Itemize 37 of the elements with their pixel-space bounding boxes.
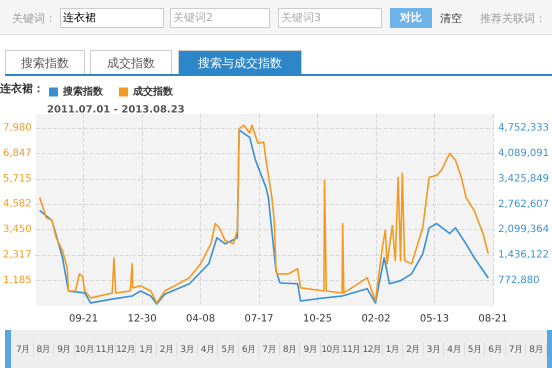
x-tick-label: 09-21 (69, 314, 98, 324)
y-tick-label: 7,980 (2, 122, 32, 134)
legend-label: 成交指数 (132, 86, 174, 98)
y-tick-label: 1,185 (2, 275, 32, 286)
tab: 搜索指数 (5, 50, 85, 74)
text-field: 连衣裙 (60, 8, 164, 28)
text: 清空 (440, 11, 462, 26)
tab: 搜索与成交指数 (178, 50, 302, 74)
y2-tick-label: 3,425,849 (498, 173, 550, 184)
legend-title: 连衣裙： (0, 82, 44, 95)
x-tick-label: 04-08 (186, 314, 216, 324)
y2-tick-label: 2,099,364 (498, 224, 550, 236)
x-tick-label: 05-13 (420, 314, 449, 324)
text-field: 关键词2 (170, 8, 270, 28)
y2-tick-label: 772,880 (498, 275, 540, 286)
tab: 成交指数 (90, 50, 172, 74)
x-tick-label: 12-30 (128, 314, 157, 324)
x-tick-label: 07-17 (244, 314, 274, 324)
x-tick-label: 10-25 (302, 314, 332, 324)
x-tick-label: 08-21 (478, 314, 508, 324)
y-tick-label: 3,450 (2, 224, 32, 236)
y2-tick-label: 4,752,333 (498, 122, 550, 134)
chart-subtitle: 2011.07.01 - 2013.08.23 (47, 104, 185, 116)
y-tick-label: 5,715 (2, 173, 32, 184)
y2-tick-label: 4,089,091 (498, 148, 550, 159)
y2-tick-label: 2,762,607 (498, 198, 550, 210)
y-tick-label: 2,317 (2, 250, 32, 261)
compare-button: 对比 (390, 8, 432, 28)
y2-tick-label: 1,436,122 (498, 250, 550, 261)
y-tick-label: 4,582 (2, 198, 32, 210)
text: 推荐关联词： (480, 11, 546, 26)
time-slider: 7月 8月 9月 10月 11月 12月 1月 2月 3月 4月 5月 6月 7月 8月 9月 10月 11月 12月 1月 2月 3月 4月 5月 6月 7月 8月 (5, 330, 552, 368)
y-tick-label: 6,847 (2, 148, 32, 159)
text: 关键词： (12, 11, 56, 26)
text-field: 关键词3 (278, 8, 382, 28)
legend-label: 搜索指数 (62, 86, 104, 98)
x-tick-label: 02-02 (361, 314, 391, 324)
